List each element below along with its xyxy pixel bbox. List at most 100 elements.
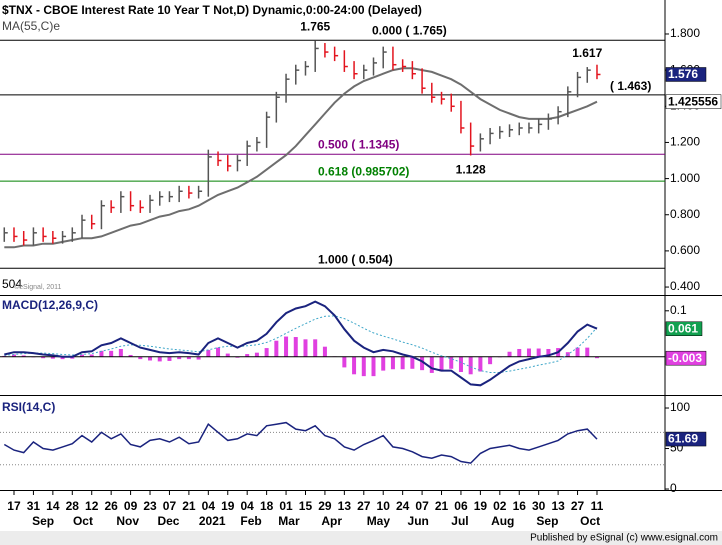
- y-tick-label: 0.1: [670, 303, 687, 317]
- histogram-bar: [313, 339, 318, 357]
- histogram-bar: [585, 347, 590, 357]
- y-tick-label: 1.800: [670, 26, 700, 40]
- x-tick-label: 16: [513, 499, 527, 513]
- clipped-label: 504: [2, 277, 22, 291]
- month-label: 2021: [199, 514, 226, 528]
- y-tick-label: 1.000: [670, 171, 700, 185]
- histogram-bar: [381, 356, 386, 371]
- histogram-bar: [536, 348, 541, 357]
- x-tick-label: 17: [7, 499, 21, 513]
- rsi-title: RSI(14,C): [2, 400, 55, 414]
- histogram-bar: [526, 348, 531, 357]
- x-tick-label: 21: [435, 499, 449, 513]
- histogram-bar: [177, 356, 182, 360]
- month-label: Sep: [32, 514, 54, 528]
- histogram-bar: [342, 356, 347, 368]
- histogram-bar: [264, 348, 269, 357]
- x-tick-label: 28: [66, 499, 80, 513]
- histogram-bar: [80, 354, 85, 357]
- histogram-bar: [575, 347, 580, 357]
- last-rsi-box: [665, 431, 707, 447]
- histogram-bar: [420, 356, 425, 371]
- x-tick-label: 27: [571, 499, 585, 513]
- histogram-bar: [303, 339, 308, 357]
- histogram-bar: [293, 337, 298, 357]
- last-rsi: 61.69: [668, 432, 698, 446]
- histogram-bar: [458, 356, 463, 372]
- histogram-bar: [11, 354, 16, 357]
- last-ma: 1.425556: [668, 94, 718, 108]
- x-tick-label: 13: [338, 499, 352, 513]
- fib-level-label: 0.618 (0.985702): [318, 164, 409, 178]
- y-tick-label: 1.200: [670, 135, 700, 149]
- histogram-bar: [429, 356, 434, 373]
- x-tick-label: 24: [396, 499, 410, 513]
- x-tick-label: 11: [591, 499, 604, 513]
- x-tick-label: 29: [318, 499, 332, 513]
- histogram-bar: [157, 356, 162, 362]
- y-tick-label: 0: [670, 481, 677, 495]
- month-label: Oct: [73, 514, 93, 528]
- x-tick-label: 14: [46, 499, 60, 513]
- histogram-bar: [517, 348, 522, 357]
- x-tick-label: 02: [493, 499, 507, 513]
- x-tick-label: 30: [532, 499, 546, 513]
- histogram-bar: [254, 352, 259, 357]
- month-label: Mar: [278, 514, 300, 528]
- month-label: May: [367, 514, 391, 528]
- histogram-bar: [361, 356, 366, 377]
- histogram-bar: [488, 356, 493, 365]
- x-tick-label: 15: [299, 499, 313, 513]
- peak-label: 1.128: [456, 163, 486, 177]
- month-label: Aug: [491, 514, 514, 528]
- ma-label: MA(55,C)e: [2, 19, 60, 33]
- macd-line: [4, 300, 598, 387]
- histogram-bar: [468, 356, 473, 375]
- month-label: Jun: [408, 514, 429, 528]
- histogram-bar: [216, 347, 221, 357]
- y-tick-label: 0.800: [670, 207, 700, 221]
- histogram-bar: [225, 353, 230, 357]
- month-label: Feb: [240, 514, 261, 528]
- histogram-bar: [50, 356, 55, 359]
- last-histogram: -0.003: [668, 351, 702, 365]
- x-tick-label: 06: [454, 499, 468, 513]
- histogram-bar: [60, 356, 65, 360]
- histogram-bar: [478, 356, 483, 372]
- month-label: Sep: [536, 514, 558, 528]
- histogram-bar: [371, 356, 376, 377]
- histogram-bar: [400, 356, 405, 370]
- x-tick-label: 09: [124, 499, 138, 513]
- x-tick-label: 01: [279, 499, 293, 513]
- x-tick-label: 26: [104, 499, 118, 513]
- histogram-bar: [546, 348, 551, 357]
- histogram-bar: [449, 356, 454, 369]
- fib-level-label: 0.000 ( 1.765): [372, 23, 447, 37]
- histogram-bar: [186, 356, 191, 360]
- histogram-bar: [245, 354, 250, 357]
- histogram-bar: [594, 356, 599, 359]
- peak-label: 1.765: [300, 19, 330, 33]
- histogram-bar: [206, 349, 211, 357]
- fib-level-label: 0.500 ( 1.1345): [318, 137, 399, 151]
- histogram-bar: [138, 356, 143, 360]
- histogram-bar: [410, 356, 415, 369]
- histogram-bar: [99, 350, 104, 357]
- y-tick-label: 0.400: [670, 279, 700, 293]
- rsi-line: [3, 421, 598, 464]
- x-tick-label: 21: [182, 499, 196, 513]
- month-label: Jul: [451, 514, 468, 528]
- x-tick-label: 19: [474, 499, 488, 513]
- histogram-bar: [284, 336, 289, 357]
- month-label: Oct: [580, 514, 600, 528]
- last-histogram-box: [665, 350, 707, 366]
- histogram-bar: [109, 350, 114, 357]
- x-tick-label: 07: [163, 499, 177, 513]
- histogram-bar: [352, 356, 357, 375]
- x-tick-label: 07: [415, 499, 429, 513]
- signal-line: [4, 315, 598, 373]
- macd-title: MACD(12,26,9,C): [2, 298, 98, 312]
- histogram-bar: [274, 340, 279, 357]
